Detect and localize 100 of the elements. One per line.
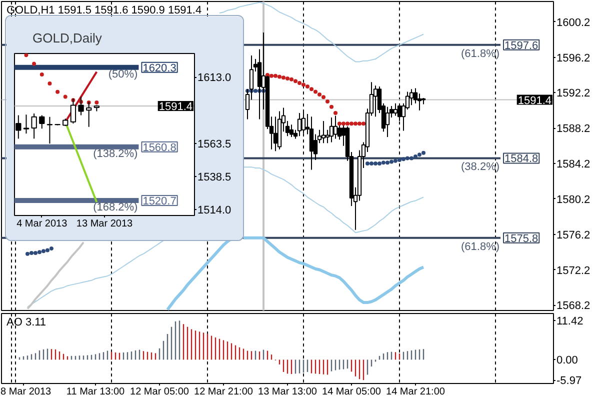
point [406, 156, 410, 160]
y-tick-label: 1563.5 [198, 138, 232, 150]
point [314, 90, 318, 94]
line-series [219, 2, 424, 62]
ref-line-label: 1620.3 [142, 62, 176, 74]
point [402, 157, 406, 162]
point [318, 92, 322, 96]
candlestick [321, 120, 326, 144]
candlestick [385, 106, 390, 138]
y-tick-label: 1588.2 [556, 123, 590, 136]
ref-line-label: 1591.4 [518, 94, 552, 107]
point [26, 252, 30, 256]
y-tick-label: 1514.0 [198, 204, 232, 216]
point [394, 158, 398, 163]
point [418, 152, 422, 157]
point [358, 122, 362, 126]
x-tick-label: 13 Mar 2013 [76, 218, 134, 230]
point [290, 77, 294, 82]
ref-line-label: 1597.6 [504, 40, 538, 52]
point [366, 162, 370, 166]
x-tick-label: 11 Mar 13:00 [66, 386, 126, 398]
point [266, 72, 270, 77]
point [310, 87, 314, 92]
y-tick-label: 11.42 [556, 316, 584, 328]
point [374, 162, 378, 166]
point [302, 82, 306, 87]
point [278, 74, 282, 79]
chart-title: GOLD,H1 1591.5 1591.6 1590.9 1591.4 [6, 4, 202, 16]
y-tick-label: 1584.2 [556, 158, 590, 171]
x-tick-label: 13 Mar 13:00 [258, 386, 318, 398]
candlestick [409, 88, 414, 106]
point [382, 160, 386, 165]
x-tick-label: 14 Mar 05:00 [322, 386, 382, 398]
ref-line-label: 1584.8 [504, 153, 538, 166]
point [50, 246, 54, 251]
annotation: (138.2%) [93, 148, 138, 160]
point [326, 100, 330, 104]
point [294, 79, 298, 84]
y-tick-label: 1613.0 [198, 72, 232, 84]
point [362, 122, 366, 126]
annotation: (38.2%) [460, 161, 500, 174]
ref-line-label: 1591.4 [158, 101, 193, 114]
y-tick-label: 1596.2 [556, 52, 590, 64]
ref-line-label: 1520.7 [142, 196, 176, 208]
point [274, 74, 278, 78]
point [32, 62, 36, 66]
candlestick [297, 112, 302, 137]
point [38, 250, 42, 254]
y-tick-label: 1568.2 [556, 300, 590, 312]
annotation: (168.2%) [93, 202, 138, 214]
point [390, 160, 394, 164]
candlestick [329, 116, 334, 143]
annotation: (61.8%) [460, 240, 500, 253]
point [254, 88, 258, 93]
x-tick-label: 12 Mar 21:00 [194, 386, 254, 398]
point [410, 156, 414, 160]
chart-title: GOLD,Daily [32, 30, 102, 46]
point [48, 81, 52, 86]
point [24, 54, 28, 58]
x-tick-label: 8 Mar 2013 [0, 386, 52, 398]
point [378, 162, 382, 166]
point [330, 104, 334, 109]
y-tick-label: 1592.2 [556, 88, 590, 100]
x-tick-label: 4 Mar 2013 [16, 218, 68, 230]
ref-line-label: 1575.8 [504, 232, 538, 245]
y-tick-label: 1538.5 [198, 172, 232, 184]
line-series [26, 241, 84, 310]
x-tick-label: 12 Mar 05:00 [130, 386, 190, 398]
point [63, 94, 68, 99]
point [422, 150, 426, 155]
y-tick-label: 1600.2 [556, 16, 590, 29]
point [270, 74, 274, 78]
point [370, 162, 374, 166]
y-tick-label: 0.00 [556, 354, 578, 367]
point [350, 122, 354, 126]
y-tick-label: 1576.2 [556, 229, 590, 242]
candlestick [39, 114, 45, 130]
point [334, 111, 338, 116]
y-tick-label: 1572.2 [556, 264, 590, 277]
point [94, 100, 99, 105]
point [306, 84, 310, 88]
candlestick [31, 113, 37, 140]
point [30, 250, 34, 255]
point [34, 250, 38, 255]
point [398, 158, 402, 162]
candlestick [86, 101, 92, 128]
point [338, 122, 342, 126]
ref-line-label: 1560.8 [142, 142, 176, 154]
point [298, 80, 302, 85]
candlestick [309, 116, 314, 170]
point [42, 249, 46, 254]
point [40, 72, 44, 76]
candlestick [273, 116, 278, 152]
point [322, 95, 326, 100]
point [346, 122, 350, 126]
point [386, 160, 390, 165]
y-tick-label: 1580.2 [556, 194, 590, 206]
point [286, 76, 290, 81]
annotation: (61.8%) [460, 48, 500, 60]
point [354, 122, 358, 126]
